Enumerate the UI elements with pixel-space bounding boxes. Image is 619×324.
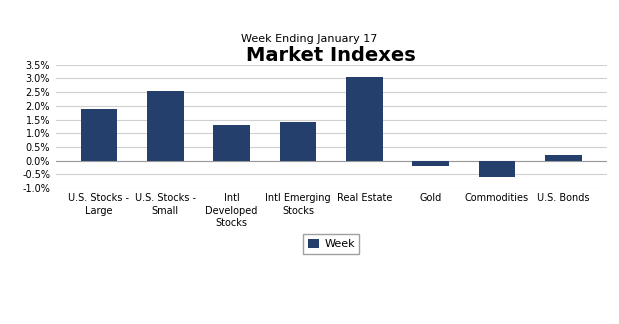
Bar [80,109,117,161]
Bar [412,161,449,166]
Bar [545,155,582,161]
Bar [280,122,316,161]
Title: Market Indexes: Market Indexes [246,46,416,65]
Legend: Week: Week [303,235,359,254]
Bar [478,161,515,177]
Bar [346,77,383,161]
Bar [214,125,250,161]
Text: Week Ending January 17: Week Ending January 17 [241,34,378,44]
Bar [147,91,184,161]
